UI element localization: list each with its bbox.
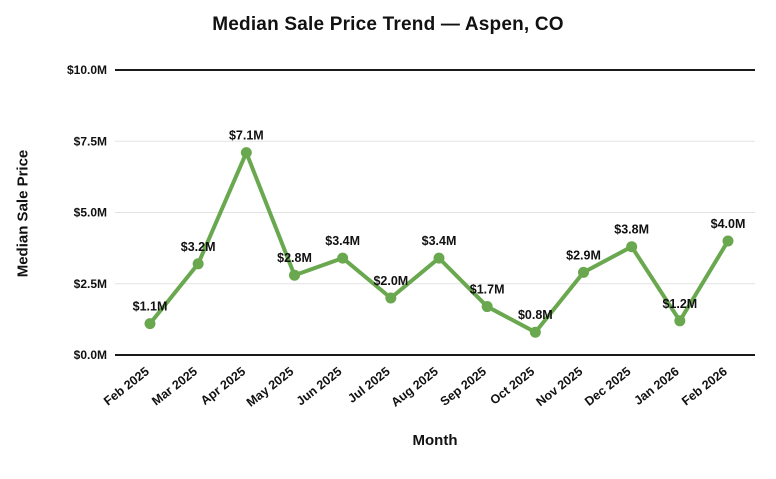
x-tick-label: Sep 2025 [438, 364, 489, 408]
data-point [722, 235, 734, 247]
data-point-label: $1.7M [470, 283, 505, 297]
x-tick-label: Apr 2025 [198, 364, 248, 408]
data-point [626, 241, 638, 253]
data-point-label: $3.2M [181, 240, 216, 254]
data-point-label: $2.8M [277, 251, 312, 265]
x-tick-label: Oct 2025 [487, 364, 537, 407]
x-tick-label: Dec 2025 [582, 364, 633, 408]
x-tick-label: Jul 2025 [345, 364, 393, 405]
x-tick-label: Jan 2026 [631, 364, 681, 408]
x-tick-label: Jun 2025 [294, 364, 345, 408]
data-point [433, 252, 445, 264]
y-tick-label: $0.0M [74, 348, 107, 362]
x-tick-label: May 2025 [244, 364, 296, 409]
y-tick-label: $5.0M [74, 206, 107, 220]
data-point-label: $1.2M [662, 297, 697, 311]
data-point [192, 258, 204, 270]
data-point [674, 315, 686, 327]
data-point-label: $7.1M [229, 129, 264, 143]
x-tick-label: Nov 2025 [533, 364, 585, 409]
data-point [144, 318, 156, 330]
data-point-label: $2.9M [566, 248, 601, 262]
data-point-label: $0.8M [518, 308, 553, 322]
data-point-label: $2.0M [373, 274, 408, 288]
data-point-label: $1.1M [133, 300, 168, 314]
data-point [529, 326, 541, 338]
data-point [481, 301, 493, 313]
data-point [578, 266, 589, 278]
data-point-label: $3.4M [325, 234, 360, 248]
x-tick-label: Feb 2025 [101, 364, 152, 408]
data-point-label: $4.0M [711, 217, 746, 231]
y-tick-label: $2.5M [74, 277, 107, 291]
data-point [240, 147, 252, 159]
data-point [337, 252, 349, 264]
y-tick-label: $10.0M [67, 63, 107, 77]
data-point-label: $3.8M [614, 223, 649, 237]
y-tick-label: $7.5M [74, 134, 107, 148]
data-point [289, 269, 300, 281]
x-tick-label: Mar 2025 [149, 364, 200, 408]
data-point [385, 292, 397, 304]
chart-title: Median Sale Price Trend — Aspen, CO [212, 14, 564, 35]
data-point-label: $3.4M [422, 234, 457, 248]
x-tick-label: Aug 2025 [388, 364, 440, 409]
x-axis-title: Month [412, 432, 458, 449]
x-tick-label: Feb 2026 [679, 364, 730, 408]
